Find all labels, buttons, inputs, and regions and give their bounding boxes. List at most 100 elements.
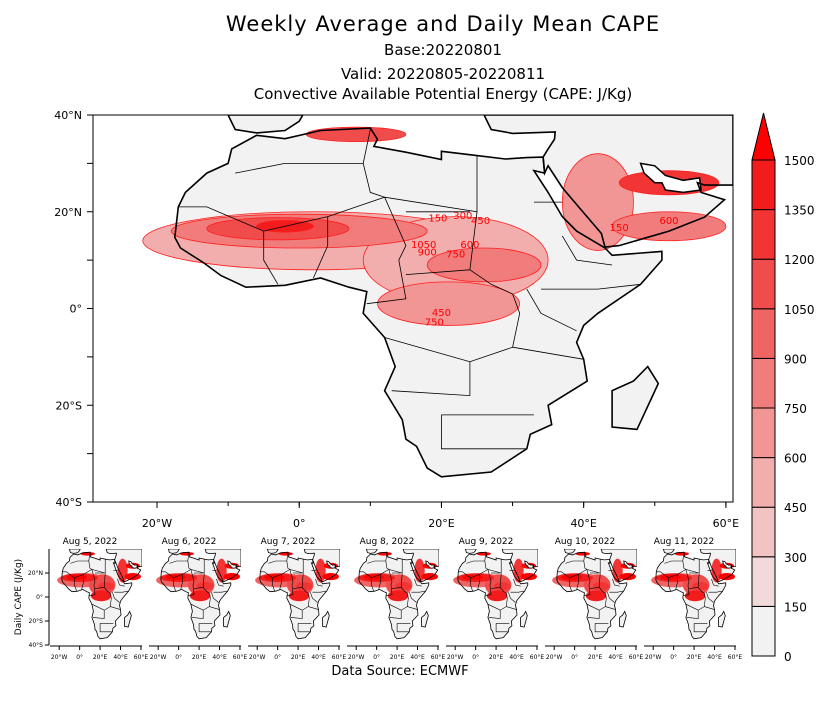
persian-gulf — [227, 560, 237, 569]
daily-x-tick-label: 60°E — [233, 654, 248, 661]
colorbar-label: 600 — [784, 452, 807, 466]
x-tick-label: 40°E — [570, 517, 596, 530]
country-border — [187, 552, 192, 570]
country-border — [586, 572, 607, 611]
coastline — [501, 549, 538, 583]
country-border — [388, 572, 409, 611]
daily-x-tick-label: 20°E — [588, 654, 603, 661]
coastline — [365, 549, 378, 554]
weekly-map — [142, 115, 733, 478]
colorbar-label: 1500 — [784, 154, 815, 168]
base-date: Base:20220801 — [384, 41, 502, 59]
colorbar-label: 300 — [784, 551, 807, 565]
coastline — [266, 549, 279, 554]
daily-x-tick-label: 0° — [76, 654, 83, 661]
coastline — [204, 549, 241, 583]
daily-map — [354, 549, 439, 640]
figure-subtitle: Convective Available Potential Energy (C… — [253, 85, 633, 103]
madagascar-land — [619, 611, 627, 627]
coastline — [223, 610, 231, 628]
daily-x-tick-label: 20°W — [51, 654, 68, 661]
coastline — [655, 551, 727, 640]
cape-region — [611, 211, 727, 242]
colorbar-segment — [751, 556, 776, 607]
iberia-land — [663, 549, 675, 554]
colorbar-segment — [751, 605, 776, 657]
coastline — [61, 551, 133, 640]
country-border — [576, 574, 579, 590]
daily-x-tick-label: 20°W — [249, 654, 266, 661]
daily-x-tick-label: 40°E — [509, 654, 524, 661]
country-border — [466, 560, 485, 564]
iberia-land — [228, 115, 303, 133]
country-border — [594, 623, 608, 633]
country-border — [92, 610, 105, 619]
daily-x-tick-label: 40°E — [311, 654, 326, 661]
country-border — [510, 590, 525, 593]
cape-region — [585, 590, 607, 602]
cape-region — [377, 281, 521, 326]
daily-map — [156, 549, 241, 640]
country-border — [193, 587, 204, 589]
madagascar-land — [322, 611, 330, 627]
country-border — [569, 577, 572, 592]
colorbar-label: 900 — [784, 352, 807, 366]
country-border — [685, 572, 706, 611]
persian-gulf — [425, 560, 435, 569]
daily-y-tick-label: 40°S — [29, 642, 44, 649]
country-border — [487, 572, 508, 611]
country-border — [290, 610, 303, 619]
daily-x-tick-label: 20°W — [645, 654, 662, 661]
country-border — [605, 606, 616, 610]
country-border — [508, 592, 516, 603]
country-border — [688, 587, 699, 589]
coastline — [358, 551, 430, 640]
coastline — [556, 551, 628, 640]
contour-label: 450 — [471, 216, 490, 227]
country-border — [99, 623, 113, 633]
country-border — [297, 623, 311, 633]
x-tick-label: 20°E — [428, 517, 454, 530]
country-border — [561, 235, 613, 266]
daily-panel-title: Aug 6, 2022 — [162, 537, 217, 547]
y-tick-label: 20°S — [56, 399, 82, 412]
y-tick-label: 0° — [70, 303, 83, 316]
country-border — [704, 606, 715, 610]
daily-panel-title: Aug 7, 2022 — [261, 537, 316, 547]
country-border — [81, 574, 84, 590]
country-border — [686, 610, 699, 619]
daily-map — [57, 549, 142, 640]
country-border — [411, 590, 426, 593]
daily-x-tick-label: 40°E — [212, 654, 227, 661]
country-border — [708, 590, 723, 593]
country-border — [414, 578, 422, 587]
madagascar-land — [718, 611, 726, 627]
daily-x-tick-label: 0° — [472, 654, 479, 661]
contour-label: 900 — [418, 247, 437, 258]
colorbar-segment — [751, 209, 776, 260]
country-border — [405, 269, 470, 275]
country-border — [396, 623, 410, 633]
country-border — [310, 592, 318, 603]
country-border — [312, 590, 327, 593]
country-border — [584, 569, 591, 597]
country-border — [279, 574, 282, 590]
figure-title: Weekly Average and Daily Mean CAPE — [225, 12, 661, 36]
coastline — [421, 610, 429, 628]
coastline — [611, 365, 660, 431]
daily-x-tick-label: 60°E — [728, 654, 743, 661]
coastline — [124, 610, 132, 628]
country-border — [308, 606, 319, 610]
contour-label: 1050 — [411, 240, 436, 251]
country-border — [490, 587, 501, 589]
cape-region — [684, 590, 706, 602]
daily-x-tick-label: 20°E — [390, 654, 405, 661]
country-border — [371, 577, 374, 592]
iberia-land — [267, 549, 279, 554]
madagascar-land — [520, 611, 528, 627]
country-border — [587, 610, 600, 619]
colorbar-label: 750 — [784, 402, 807, 416]
persian-gulf — [639, 162, 702, 194]
country-border — [110, 606, 121, 610]
daily-x-tick-label: 60°E — [134, 654, 149, 661]
